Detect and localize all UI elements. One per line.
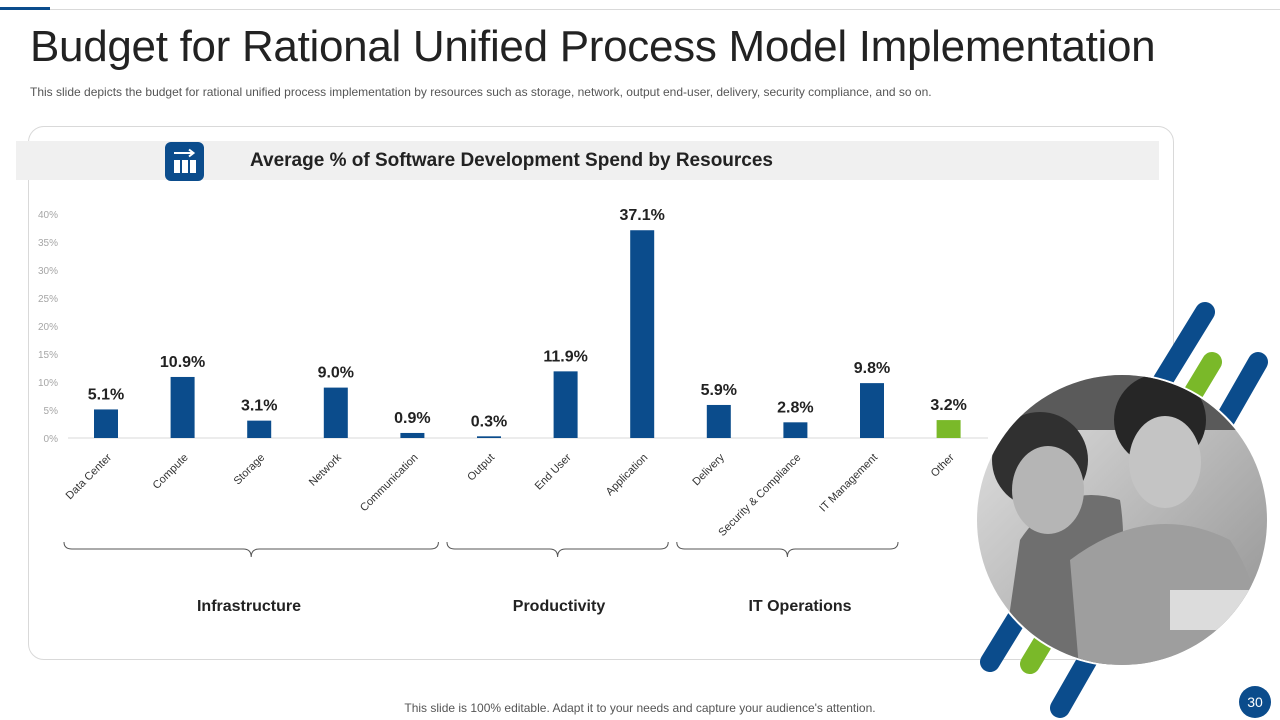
- bar-value-label: 9.8%: [854, 360, 890, 377]
- bar: [247, 420, 272, 438]
- bar-value-label: 0.9%: [394, 410, 430, 427]
- bar: [936, 420, 961, 438]
- bar: [323, 387, 348, 438]
- team-photo: [975, 302, 1269, 718]
- y-tick-label: 30%: [38, 266, 58, 277]
- y-tick-label: 0%: [44, 434, 59, 445]
- x-tick-label: Network: [307, 451, 344, 488]
- bar: [860, 383, 884, 438]
- bar-value-label: 3.2%: [930, 397, 966, 414]
- bar: [553, 371, 578, 438]
- x-tick-label: End User: [533, 451, 574, 492]
- y-tick-label: 5%: [44, 406, 59, 417]
- group-brace: [446, 541, 669, 558]
- bar: [630, 230, 655, 438]
- footer-note: This slide is 100% editable. Adapt it to…: [404, 701, 876, 715]
- bar: [94, 409, 118, 438]
- x-tick-label: Compute: [151, 452, 191, 492]
- bar: [170, 376, 195, 438]
- bar-value-label: 3.1%: [241, 398, 277, 415]
- top-divider: [50, 9, 1280, 10]
- bar-value-label: 11.9%: [543, 348, 587, 365]
- chart-panel: [28, 126, 1174, 660]
- top-accent-bar: [0, 7, 50, 10]
- group-label-it-operations: IT Operations: [748, 598, 852, 615]
- page-number-badge: 30: [1239, 686, 1271, 718]
- y-tick-label: 35%: [38, 238, 58, 249]
- bar-value-label: 0.3%: [471, 413, 507, 430]
- bar-value-label: 5.9%: [701, 382, 737, 399]
- slide-title: Budget for Rational Unified Process Mode…: [30, 22, 1156, 71]
- chart-header-band: [16, 141, 1159, 180]
- bar-value-label: 2.8%: [777, 399, 813, 416]
- y-tick-label: 40%: [38, 210, 58, 221]
- group-brace: [676, 541, 899, 558]
- group-brace: [63, 541, 439, 558]
- bar-value-label: 5.1%: [88, 386, 124, 403]
- x-tick-label: Application: [604, 452, 651, 499]
- bar: [783, 422, 808, 438]
- bar: [477, 436, 501, 438]
- group-label-infrastructure: Infrastructure: [196, 598, 302, 615]
- slide-subtitle: This slide depicts the budget for ration…: [30, 85, 932, 99]
- y-tick-label: 20%: [38, 322, 58, 333]
- x-tick-label: Communication: [358, 452, 421, 515]
- bar: [706, 404, 731, 438]
- x-tick-label: IT Management: [817, 452, 880, 515]
- x-tick-label: Other: [929, 451, 957, 479]
- x-tick-label: Delivery: [690, 451, 727, 488]
- bar: [400, 432, 425, 438]
- x-tick-label: Storage: [232, 452, 268, 488]
- y-tick-label: 15%: [38, 350, 58, 361]
- bar-value-label: 9.0%: [318, 365, 354, 382]
- x-tick-label: Security & Compliance: [716, 452, 803, 539]
- y-tick-label: 10%: [38, 378, 58, 389]
- bar-chart-icon: [165, 142, 204, 181]
- x-tick-label: Data Center: [64, 451, 115, 502]
- bar-value-label: 37.1%: [620, 207, 665, 224]
- bar-value-label: 10.9%: [160, 354, 205, 371]
- chart-title: Average % of Software Development Spend …: [250, 150, 774, 171]
- x-tick-label: Output: [465, 452, 497, 484]
- y-tick-label: 25%: [38, 294, 58, 305]
- group-label-productivity: Productivity: [512, 598, 606, 615]
